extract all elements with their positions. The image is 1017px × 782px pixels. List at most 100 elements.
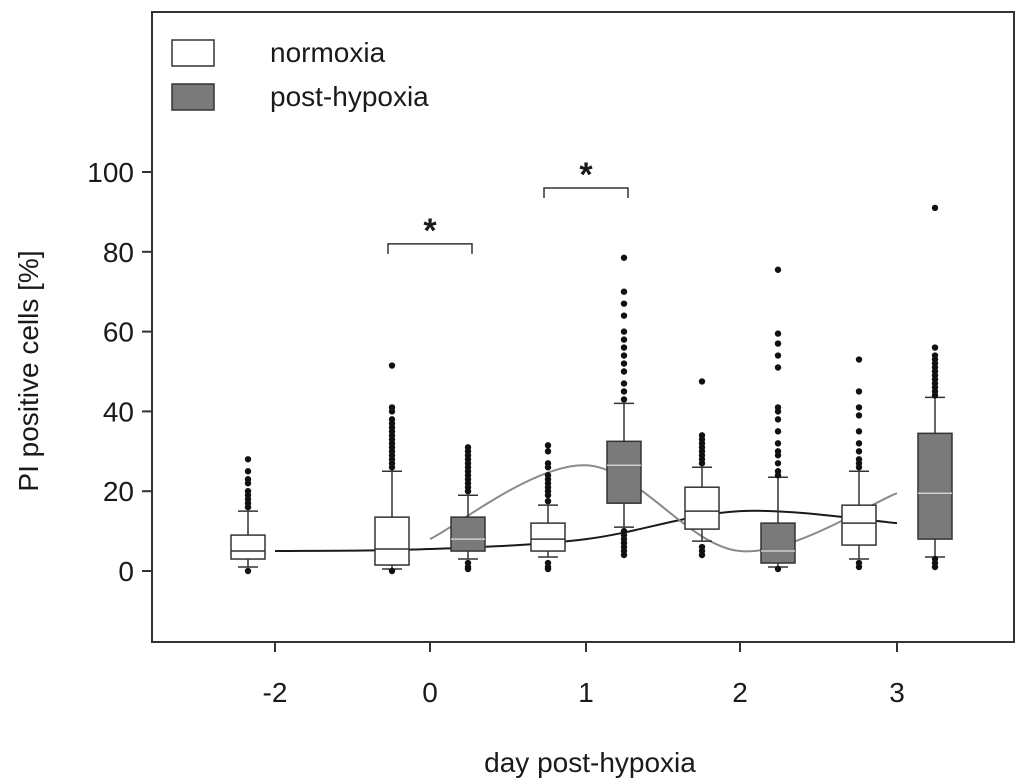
outlier-point (388, 362, 396, 369)
outlier-point (620, 527, 628, 535)
outlier-point (774, 364, 782, 371)
box-body (684, 486, 720, 530)
outlier-point (620, 312, 628, 319)
outlier-point (855, 428, 863, 435)
box-body (841, 504, 877, 546)
outlier-point (774, 416, 782, 423)
box (374, 362, 410, 575)
outlier-point (388, 404, 396, 411)
y-tick-label: 20 (103, 476, 134, 507)
outlier-point (931, 204, 939, 212)
box (684, 378, 720, 559)
outlier-point (698, 432, 706, 439)
outlier-point (774, 330, 782, 337)
outlier-point (544, 497, 552, 505)
legend-swatch (171, 39, 215, 67)
box (606, 254, 642, 559)
outlier-point (544, 448, 552, 455)
outlier-point (620, 344, 628, 351)
box (530, 442, 566, 573)
outlier-point (855, 412, 863, 419)
y-tick-label: 40 (103, 396, 134, 427)
outlier-point (620, 368, 628, 375)
box-body (530, 522, 566, 552)
outlier-point (774, 460, 782, 467)
outlier-point (855, 440, 863, 447)
outlier-point (464, 444, 472, 451)
outlier-point (774, 468, 782, 475)
box (917, 204, 953, 571)
outlier-point (698, 378, 706, 385)
outlier-point (544, 472, 552, 479)
outlier-point (244, 488, 252, 495)
outlier-point (620, 300, 628, 307)
legend-swatch (171, 83, 215, 111)
trend-line (429, 464, 898, 553)
outlier-point (620, 396, 628, 403)
outlier-point (855, 356, 863, 363)
outlier-point (464, 559, 472, 567)
significance-bracket (543, 187, 629, 198)
outlier-point (620, 360, 628, 367)
box-body (917, 432, 953, 540)
outlier-point (244, 476, 252, 483)
outlier-point (620, 254, 628, 261)
box (841, 356, 877, 571)
outlier-point (244, 567, 252, 575)
x-tick-label: 2 (732, 677, 748, 708)
significance-markers: ** (387, 156, 629, 254)
legend: normoxia post-hypoxia (171, 37, 429, 112)
outlier-point (388, 567, 396, 575)
outlier-point (544, 460, 552, 467)
significance-bracket (387, 243, 473, 254)
x-tick-label: -2 (263, 677, 288, 708)
outlier-point (774, 440, 782, 447)
outlier-point (620, 288, 628, 295)
significance-label: * (579, 156, 593, 194)
outlier-point (774, 340, 782, 347)
box (760, 266, 796, 573)
trend-line (274, 509, 898, 553)
significance-label: * (423, 212, 437, 250)
y-tick-label: 100 (87, 157, 134, 188)
outlier-point (774, 565, 782, 573)
outlier-point (774, 266, 782, 273)
plot-frame (151, 11, 1015, 643)
outlier-point (855, 456, 863, 463)
x-tick-label: 3 (889, 677, 905, 708)
outlier-point (620, 352, 628, 359)
outlier-point (774, 352, 782, 359)
outlier-point (620, 336, 628, 343)
outlier-point (244, 456, 252, 463)
y-axis-label: PI positive cells [%] (13, 250, 44, 491)
outlier-point (620, 328, 628, 335)
outlier-point (855, 404, 863, 411)
x-tick-label: 0 (422, 677, 438, 708)
outlier-point (544, 442, 552, 449)
box-body (606, 440, 642, 504)
outlier-point (620, 380, 628, 387)
outlier-point (774, 428, 782, 435)
outlier-point (855, 388, 863, 395)
y-tick-label: 60 (103, 317, 134, 348)
outlier-point (774, 448, 782, 455)
box-body (450, 516, 486, 552)
outlier-point (388, 416, 396, 423)
y-tick-label: 0 (118, 556, 134, 587)
outlier-point (855, 559, 863, 567)
outlier-point (931, 352, 939, 359)
outlier-point (544, 559, 552, 567)
box-body (230, 534, 266, 560)
box-body (760, 522, 796, 564)
outlier-point (620, 388, 628, 395)
outlier-point (698, 543, 706, 551)
outlier-point (931, 344, 939, 351)
box (450, 444, 486, 573)
outlier-point (931, 555, 939, 563)
legend-label: normoxia (270, 37, 386, 68)
outlier-point (774, 404, 782, 411)
box (230, 456, 266, 575)
x-tick-label: 1 (578, 677, 594, 708)
legend-label: post-hypoxia (270, 81, 429, 112)
